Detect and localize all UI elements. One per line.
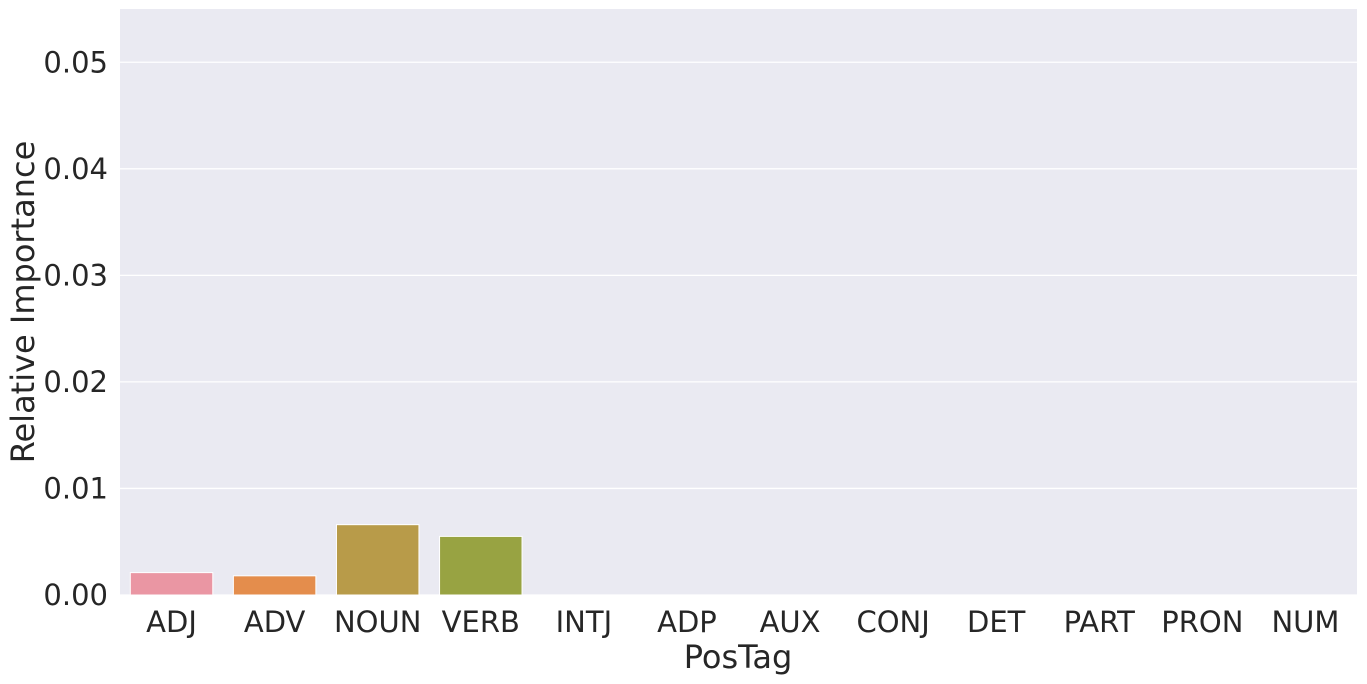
x-tick-label: ADP xyxy=(657,605,717,639)
y-tick-label: 0.00 xyxy=(43,578,108,612)
bar-noun xyxy=(335,524,420,596)
x-tick-label: NOUN xyxy=(334,605,421,639)
bars xyxy=(129,524,523,596)
x-tick-labels: ADJ ADV NOUN VERB INTJ ADP AUX CONJ DET PART PRON N… xyxy=(146,605,1339,639)
x-tick-label: ADJ xyxy=(146,605,197,639)
x-tick-label: AUX xyxy=(760,605,821,639)
x-tick-label: DET xyxy=(967,605,1026,639)
x-tick-label: NUM xyxy=(1271,605,1339,639)
y-tick-label: 0.04 xyxy=(43,152,108,186)
x-tick-label: VERB xyxy=(442,605,520,639)
y-tick-label: 0.05 xyxy=(43,45,108,79)
x-tick-label: CONJ xyxy=(856,605,929,639)
y-tick-label: 0.02 xyxy=(43,365,108,399)
x-tick-label: ADV xyxy=(244,605,306,639)
y-tick-labels: 0.00 0.01 0.02 0.03 0.04 0.05 xyxy=(43,45,108,612)
x-tick-label: INTJ xyxy=(556,605,613,639)
y-tick-label: 0.01 xyxy=(43,471,108,505)
gridlines xyxy=(120,61,1357,596)
plot-area xyxy=(120,9,1357,595)
bar-verb xyxy=(439,535,523,596)
y-tick-label: 0.03 xyxy=(43,258,108,292)
bar-adj xyxy=(129,572,214,596)
x-axis-label: PosTag xyxy=(684,638,793,676)
x-tick-label: PART xyxy=(1064,605,1136,639)
y-axis-label: Relative Importance xyxy=(4,141,42,464)
bar-adv xyxy=(232,575,317,596)
x-tick-label: PRON xyxy=(1161,605,1243,639)
